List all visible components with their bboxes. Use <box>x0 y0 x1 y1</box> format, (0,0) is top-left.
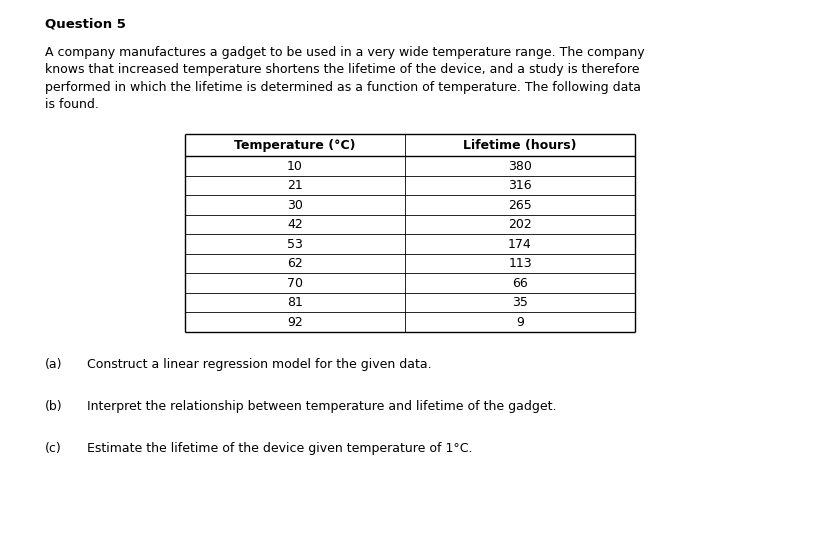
Text: 380: 380 <box>508 160 531 173</box>
Text: 66: 66 <box>512 277 528 290</box>
Text: 21: 21 <box>287 179 303 192</box>
Text: 42: 42 <box>287 218 303 231</box>
Text: (a): (a) <box>45 358 62 371</box>
Text: 9: 9 <box>515 316 523 329</box>
Text: 316: 316 <box>508 179 531 192</box>
Text: Temperature (°C): Temperature (°C) <box>234 139 356 152</box>
Text: 35: 35 <box>511 296 528 309</box>
Text: 92: 92 <box>287 316 303 329</box>
Text: 174: 174 <box>508 238 531 251</box>
Text: is found.: is found. <box>45 99 98 111</box>
Text: performed in which the lifetime is determined as a function of temperature. The : performed in which the lifetime is deter… <box>45 81 640 94</box>
Text: A company manufactures a gadget to be used in a very wide temperature range. The: A company manufactures a gadget to be us… <box>45 46 644 59</box>
Text: 62: 62 <box>287 257 303 270</box>
Text: knows that increased temperature shortens the lifetime of the device, and a stud: knows that increased temperature shorten… <box>45 64 638 77</box>
Text: 113: 113 <box>508 257 531 270</box>
Text: Question 5: Question 5 <box>45 18 126 31</box>
Text: Construct a linear regression model for the given data.: Construct a linear regression model for … <box>87 358 431 371</box>
Text: 265: 265 <box>508 199 531 212</box>
Text: 202: 202 <box>508 218 531 231</box>
Text: (c): (c) <box>45 442 62 455</box>
Text: 81: 81 <box>287 296 303 309</box>
Text: (b): (b) <box>45 400 63 413</box>
Text: Lifetime (hours): Lifetime (hours) <box>462 139 576 152</box>
Text: 30: 30 <box>287 199 303 212</box>
Text: 10: 10 <box>287 160 303 173</box>
Text: 70: 70 <box>287 277 303 290</box>
Text: Interpret the relationship between temperature and lifetime of the gadget.: Interpret the relationship between tempe… <box>87 400 556 413</box>
Text: 53: 53 <box>287 238 303 251</box>
Text: Estimate the lifetime of the device given temperature of 1°C.: Estimate the lifetime of the device give… <box>87 442 472 455</box>
